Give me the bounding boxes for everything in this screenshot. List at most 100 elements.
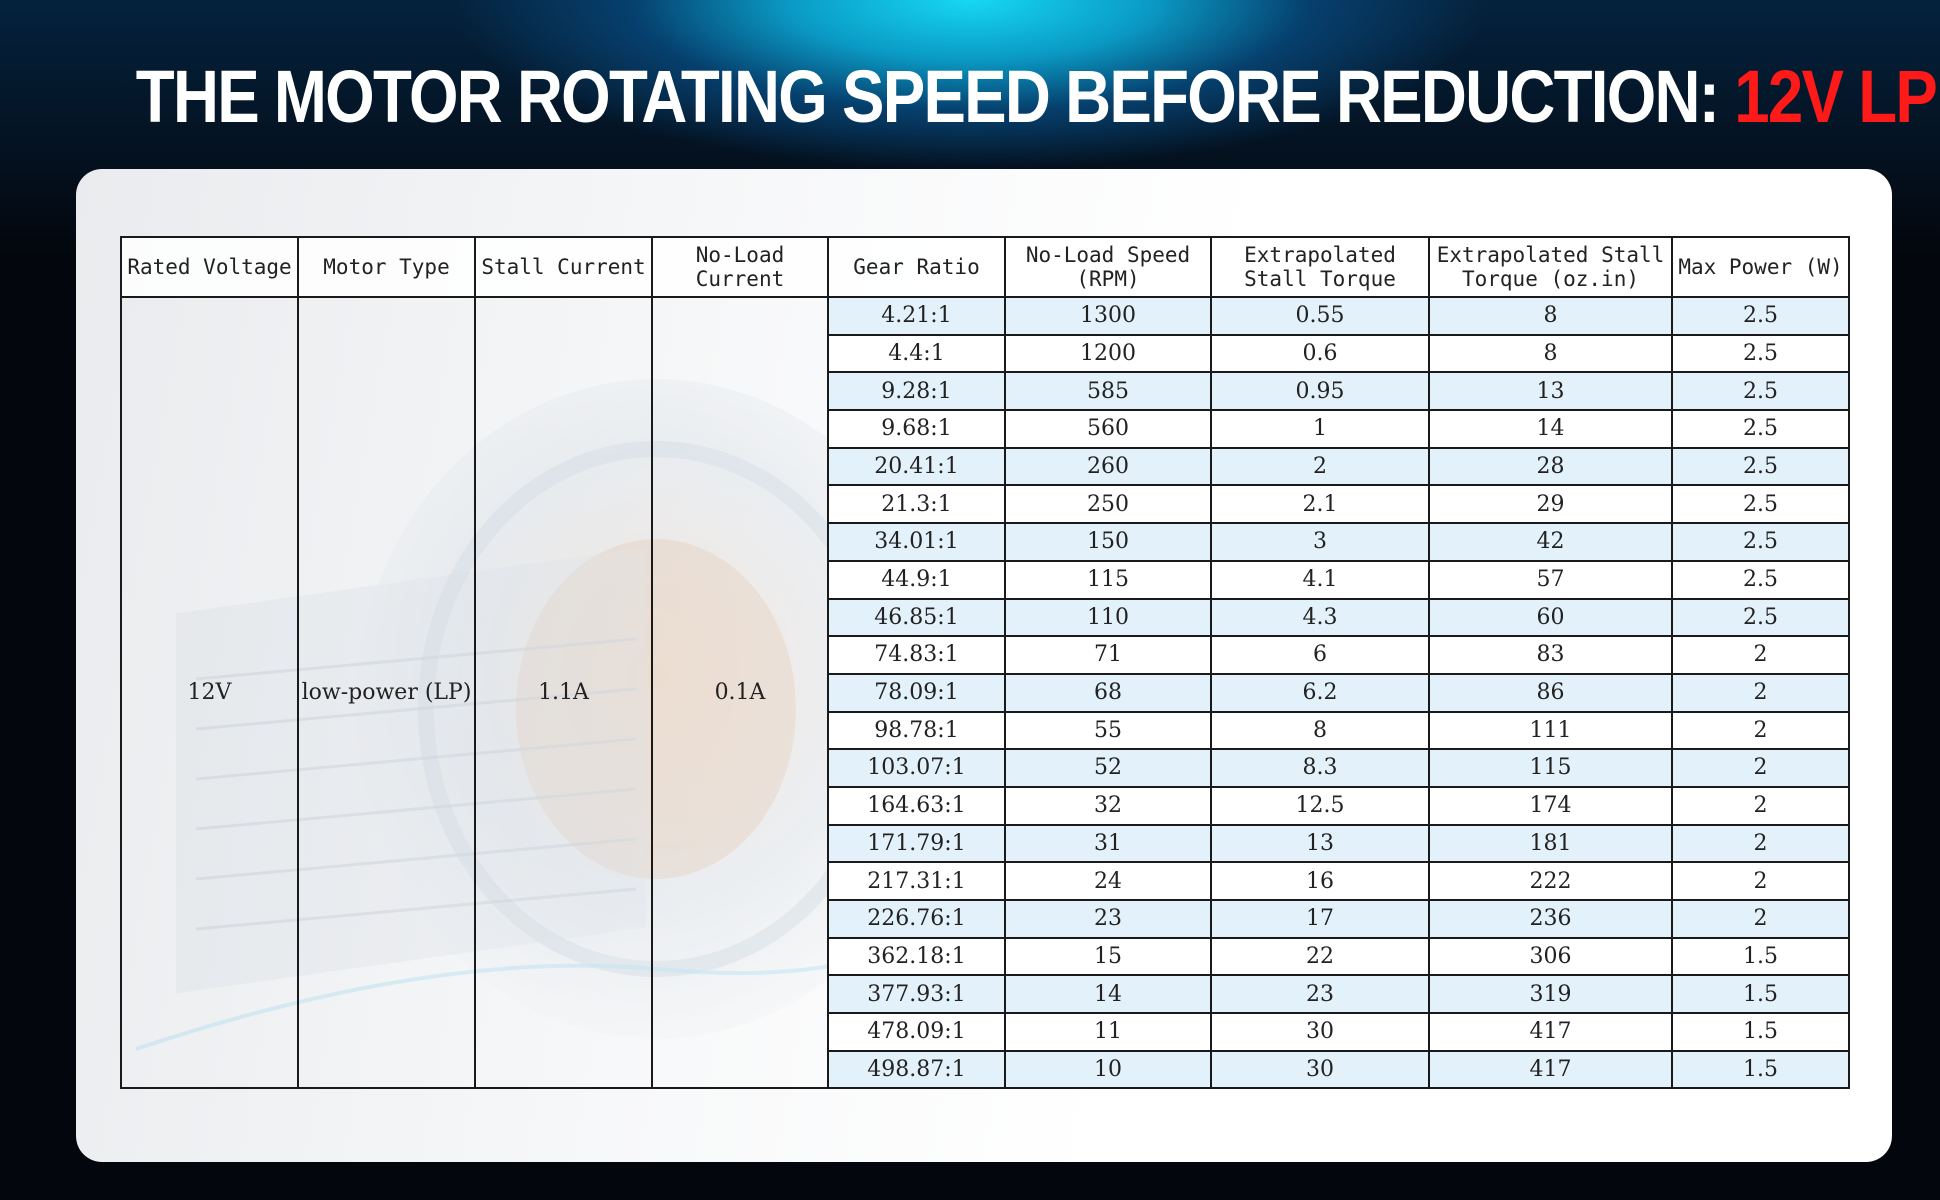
cell-no-load-speed: 115 <box>1004 559 1212 600</box>
table-row: 98.78:1 55 8 111 2 <box>121 710 1850 751</box>
cell-stall-torque: 4.3 <box>1210 597 1430 638</box>
cell-stall-torque: 2 <box>1210 446 1430 487</box>
cell-gear-ratio: 9.68:1 <box>827 409 1006 449</box>
cell-max-power: 2.5 <box>1671 333 1850 374</box>
cell-stall-torque-oz: 8 <box>1428 333 1673 374</box>
cell-motor-type: low-power (LP) <box>297 295 476 1090</box>
cell-no-load-speed: 31 <box>1004 823 1212 864</box>
cell-rated-voltage: 12V <box>120 295 299 1090</box>
table-row: 4.4:1 1200 0.6 8 2.5 <box>121 333 1850 374</box>
cell-max-power: 1.5 <box>1671 1049 1850 1090</box>
cell-max-power: 2 <box>1671 672 1850 713</box>
header-no-load-current: No-Load Current <box>651 236 829 298</box>
cell-stall-torque-oz: 115 <box>1428 748 1673 788</box>
header-no-load-speed: No-Load Speed (RPM) <box>1004 236 1212 298</box>
cell-stall-torque-oz: 57 <box>1428 559 1673 600</box>
table-row: 171.79:1 31 13 181 2 <box>121 823 1850 864</box>
cell-stall-torque-oz: 86 <box>1428 672 1673 713</box>
cell-stall-torque: 16 <box>1210 861 1430 901</box>
cell-stall-torque: 8 <box>1210 710 1430 751</box>
cell-stall-torque-oz: 319 <box>1428 974 1673 1015</box>
cell-max-power: 2.5 <box>1671 371 1850 412</box>
cell-gear-ratio: 34.01:1 <box>827 522 1006 562</box>
header-rated-voltage: Rated Voltage <box>120 236 299 298</box>
cell-no-load-speed: 1200 <box>1004 333 1212 374</box>
header-stall-torque: Extrapolated Stall Torque <box>1210 236 1430 298</box>
cell-gear-ratio: 4.21:1 <box>827 296 1006 336</box>
cell-stall-torque: 6 <box>1210 635 1430 675</box>
cell-no-load-speed: 250 <box>1004 484 1212 525</box>
cell-stall-torque-oz: 222 <box>1428 861 1673 901</box>
table-row: 9.28:1 585 0.95 13 2.5 <box>121 371 1850 412</box>
table-body: 12V low-power (LP) 1.1A 0.1A 4.21:1 1300 0.55 8… <box>120 295 1850 1090</box>
cell-gear-ratio: 4.4:1 <box>827 333 1006 374</box>
cell-gear-ratio: 21.3:1 <box>827 484 1006 525</box>
cell-max-power: 2 <box>1671 748 1850 788</box>
table-row: 217.31:1 24 16 222 2 <box>121 861 1850 901</box>
cell-stall-current: 1.1A <box>474 295 653 1090</box>
table-row: 362.18:1 15 22 306 1.5 <box>121 936 1850 977</box>
cell-max-power: 2.5 <box>1671 446 1850 487</box>
cell-stall-torque-oz: 29 <box>1428 484 1673 525</box>
header-stall-current: Stall Current <box>474 236 653 298</box>
cell-stall-torque: 17 <box>1210 899 1430 939</box>
cell-no-load-current: 0.1A <box>651 295 829 1090</box>
cell-no-load-speed: 52 <box>1004 748 1212 788</box>
cell-stall-torque: 30 <box>1210 1049 1430 1090</box>
cell-no-load-speed: 24 <box>1004 861 1212 901</box>
cell-gear-ratio: 171.79:1 <box>827 823 1006 864</box>
cell-stall-torque: 0.55 <box>1210 296 1430 336</box>
cell-stall-torque: 8.3 <box>1210 748 1430 788</box>
cell-max-power: 2 <box>1671 823 1850 864</box>
cell-max-power: 2.5 <box>1671 597 1850 638</box>
cell-stall-torque-oz: 60 <box>1428 597 1673 638</box>
cell-no-load-speed: 14 <box>1004 974 1212 1015</box>
cell-no-load-speed: 1300 <box>1004 296 1212 336</box>
cell-max-power: 2 <box>1671 785 1850 826</box>
cell-max-power: 2.5 <box>1671 559 1850 600</box>
table-row: 46.85:1 110 4.3 60 2.5 <box>121 597 1850 638</box>
table-row: 226.76:1 23 17 236 2 <box>121 899 1850 939</box>
table-row: 478.09:1 11 30 417 1.5 <box>121 1012 1850 1052</box>
table-row: 164.63:1 32 12.5 174 2 <box>121 785 1850 826</box>
cell-stall-torque: 22 <box>1210 936 1430 977</box>
cell-gear-ratio: 74.83:1 <box>827 635 1006 675</box>
cell-stall-torque-oz: 417 <box>1428 1012 1673 1052</box>
cell-stall-torque: 13 <box>1210 823 1430 864</box>
table-row: 20.41:1 260 2 28 2.5 <box>121 446 1850 487</box>
cell-stall-torque: 12.5 <box>1210 785 1430 826</box>
cell-gear-ratio: 498.87:1 <box>827 1049 1006 1090</box>
cell-max-power: 2 <box>1671 861 1850 901</box>
cell-gear-ratio: 217.31:1 <box>827 861 1006 901</box>
table-row: 44.9:1 115 4.1 57 2.5 <box>121 559 1850 600</box>
table-row: 377.93:1 14 23 319 1.5 <box>121 974 1850 1015</box>
cell-max-power: 2 <box>1671 635 1850 675</box>
cell-stall-torque-oz: 236 <box>1428 899 1673 939</box>
cell-stall-torque-oz: 42 <box>1428 522 1673 562</box>
table-header-row: Rated Voltage Motor Type Stall Current N… <box>120 236 1850 298</box>
cell-stall-torque-oz: 28 <box>1428 446 1673 487</box>
header-max-power: Max Power (W) <box>1671 236 1850 298</box>
cell-gear-ratio: 44.9:1 <box>827 559 1006 600</box>
cell-stall-torque-oz: 306 <box>1428 936 1673 977</box>
header-gear-ratio: Gear Ratio <box>827 236 1006 298</box>
cell-max-power: 1.5 <box>1671 1012 1850 1052</box>
cell-max-power: 1.5 <box>1671 936 1850 977</box>
table-row: 103.07:1 52 8.3 115 2 <box>121 748 1850 788</box>
cell-max-power: 2.5 <box>1671 296 1850 336</box>
table-row: 21.3:1 250 2.1 29 2.5 <box>121 484 1850 525</box>
cell-gear-ratio: 9.28:1 <box>827 371 1006 412</box>
cell-max-power: 2.5 <box>1671 522 1850 562</box>
cell-stall-torque: 0.95 <box>1210 371 1430 412</box>
cell-stall-torque-oz: 8 <box>1428 296 1673 336</box>
table-row: 74.83:1 71 6 83 2 <box>121 635 1850 675</box>
cell-gear-ratio: 103.07:1 <box>827 748 1006 788</box>
cell-gear-ratio: 362.18:1 <box>827 936 1006 977</box>
cell-stall-torque: 23 <box>1210 974 1430 1015</box>
title-main: THE MOTOR ROTATING SPEED BEFORE REDUCTIO… <box>135 55 1720 138</box>
cell-no-load-speed: 68 <box>1004 672 1212 713</box>
title-accent: 12V LP <box>1734 55 1938 138</box>
cell-gear-ratio: 78.09:1 <box>827 672 1006 713</box>
cell-stall-torque: 6.2 <box>1210 672 1430 713</box>
cell-no-load-speed: 55 <box>1004 710 1212 751</box>
